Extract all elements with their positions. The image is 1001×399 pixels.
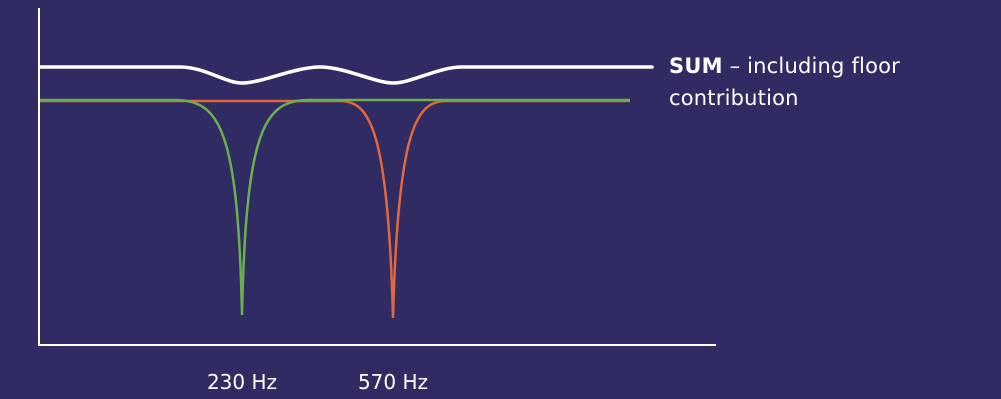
sum-curve — [38, 65, 654, 85]
frequency-label-230: 230 Hz — [206, 370, 278, 394]
first-notch-curve — [40, 98, 630, 316]
sum-label: SUM – including floor contribution — [669, 50, 989, 114]
sum-label-rest: – including floor contribution — [669, 54, 901, 110]
second-notch-curve — [40, 99, 630, 319]
frequency-label-570: 570 Hz — [357, 370, 429, 394]
sum-label-bold: SUM — [669, 54, 723, 78]
